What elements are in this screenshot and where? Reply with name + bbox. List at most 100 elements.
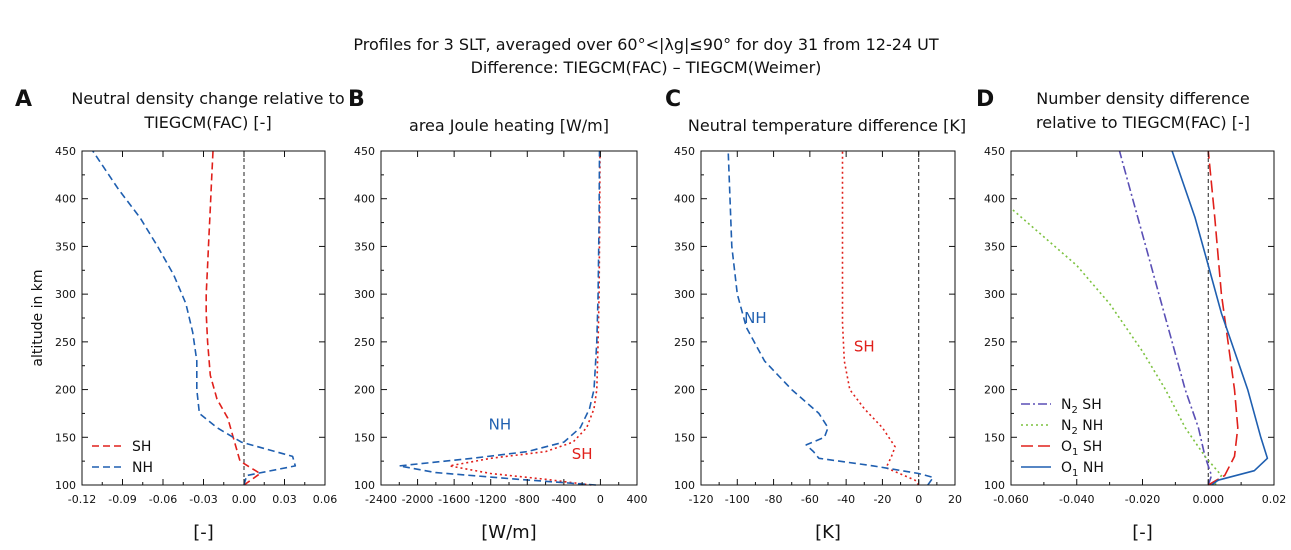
x-tick-label: -20 [873, 493, 891, 506]
panel-title-d: Number density difference [1036, 89, 1249, 108]
y-tick-label: 250 [354, 336, 375, 349]
series-line-nh [92, 150, 297, 486]
y-tick-label: 350 [354, 240, 375, 253]
x-tick-label: -120 [689, 493, 714, 506]
y-tick-label: 100 [55, 479, 76, 492]
y-tick-label: 100 [354, 479, 375, 492]
series-annotation-sh: SH [854, 337, 875, 355]
x-tick-label: -0.060 [993, 493, 1028, 506]
axes-box [700, 150, 956, 486]
legend-label: NH [132, 460, 153, 476]
series-line-sh [841, 151, 920, 486]
x-tick-label: -40 [837, 493, 855, 506]
series-line-nh [727, 150, 935, 486]
series-line-sh [448, 150, 601, 486]
x-axis-label: [K] [815, 522, 841, 543]
x-tick-label: -80 [765, 493, 783, 506]
figure-title-line2: Difference: TIEGCM(FAC) – TIEGCM(Weimer) [471, 58, 822, 77]
panel-letter-c: C [665, 87, 681, 112]
panel-d: D Number density difference relative to TI… [976, 87, 1286, 543]
x-tick-label: -400 [551, 493, 576, 506]
x-tick-label: 0.02 [1262, 493, 1287, 506]
x-tick-label: -1600 [438, 493, 470, 506]
y-tick-label: 200 [984, 384, 1005, 397]
panels: A Neutral density change relative to TIEGC… [15, 87, 1286, 543]
panel-a: A Neutral density change relative to TIEGC… [15, 87, 345, 543]
series-annotation-sh: SH [572, 445, 593, 463]
y-tick-label: 350 [674, 240, 695, 253]
series-line-o-nh [1171, 150, 1269, 486]
legend-label: O1 NH [1061, 460, 1104, 479]
x-axis-label: [-] [193, 522, 214, 543]
series-line-n-sh [1118, 150, 1213, 486]
axes-box [1010, 150, 1275, 486]
series-annotation-nh: NH [744, 309, 767, 327]
y-tick-label: 100 [674, 479, 695, 492]
x-tick-label: 0.000 [1193, 493, 1225, 506]
y-tick-label: 200 [55, 384, 76, 397]
panel-title-d: relative to TIEGCM(FAC) [-] [1036, 113, 1250, 132]
panel-title-c: Neutral temperature difference [K] [688, 116, 966, 135]
y-tick-label: 150 [354, 431, 375, 444]
series-line-nh [398, 150, 601, 486]
y-tick-label: 150 [55, 431, 76, 444]
x-tick-label: -0.09 [108, 493, 136, 506]
figure-title-line1: Profiles for 3 SLT, averaged over 60°<|λ… [353, 35, 939, 54]
x-tick-label: -2000 [402, 493, 434, 506]
y-tick-label: 250 [674, 336, 695, 349]
y-tick-label: 350 [984, 240, 1005, 253]
x-tick-label: -0.020 [1125, 493, 1160, 506]
y-tick-label: 150 [984, 431, 1005, 444]
y-tick-label: 300 [55, 288, 76, 301]
y-tick-label: 300 [984, 288, 1005, 301]
x-tick-label: -0.06 [149, 493, 177, 506]
y-tick-label: 250 [55, 336, 76, 349]
y-tick-label: 300 [354, 288, 375, 301]
y-tick-label: 400 [674, 193, 695, 206]
x-tick-label: 0 [597, 493, 604, 506]
y-tick-label: 250 [984, 336, 1005, 349]
x-tick-label: -100 [725, 493, 750, 506]
x-tick-label: 0.00 [232, 493, 257, 506]
x-tick-label: -2400 [365, 493, 397, 506]
y-tick-label: 200 [354, 384, 375, 397]
x-tick-label: -0.040 [1059, 493, 1094, 506]
x-tick-label: -0.12 [68, 493, 96, 506]
y-tick-label: 450 [55, 145, 76, 158]
legend-label: SH [132, 439, 151, 455]
legend-label: N2 NH [1061, 418, 1103, 437]
x-tick-label: -60 [801, 493, 819, 506]
series-line-o-sh [1207, 150, 1239, 486]
series-line-sh [205, 150, 262, 486]
y-tick-label: 450 [984, 145, 1005, 158]
x-tick-label: -800 [515, 493, 540, 506]
y-axis-label: altitude in km [30, 269, 46, 366]
panel-letter-b: B [348, 87, 365, 112]
x-tick-label: 0 [915, 493, 922, 506]
axes-box [81, 150, 326, 486]
panel-letter-a: A [15, 87, 32, 112]
x-tick-label: 0.03 [272, 493, 297, 506]
y-tick-label: 100 [984, 479, 1005, 492]
x-tick-label: -0.03 [189, 493, 217, 506]
x-axis-label: [-] [1132, 522, 1153, 543]
y-tick-label: 400 [55, 193, 76, 206]
y-tick-label: 450 [674, 145, 695, 158]
y-tick-label: 300 [674, 288, 695, 301]
y-tick-label: 150 [674, 431, 695, 444]
x-tick-label: -1200 [475, 493, 507, 506]
y-tick-label: 450 [354, 145, 375, 158]
panel-title-b: area Joule heating [W/m] [409, 116, 609, 135]
legend-label: N2 SH [1061, 397, 1102, 416]
y-tick-label: 200 [674, 384, 695, 397]
x-axis-label: [W/m] [481, 522, 536, 543]
x-tick-label: 20 [948, 493, 962, 506]
legend-label: O1 SH [1061, 439, 1102, 458]
y-tick-label: 350 [55, 240, 76, 253]
panel-title-a: TIEGCM(FAC) [-] [143, 113, 271, 132]
y-tick-label: 400 [984, 193, 1005, 206]
panel-letter-d: D [976, 87, 994, 112]
panel-title-a: Neutral density change relative to [71, 89, 344, 108]
series-annotation-nh: NH [489, 416, 512, 434]
